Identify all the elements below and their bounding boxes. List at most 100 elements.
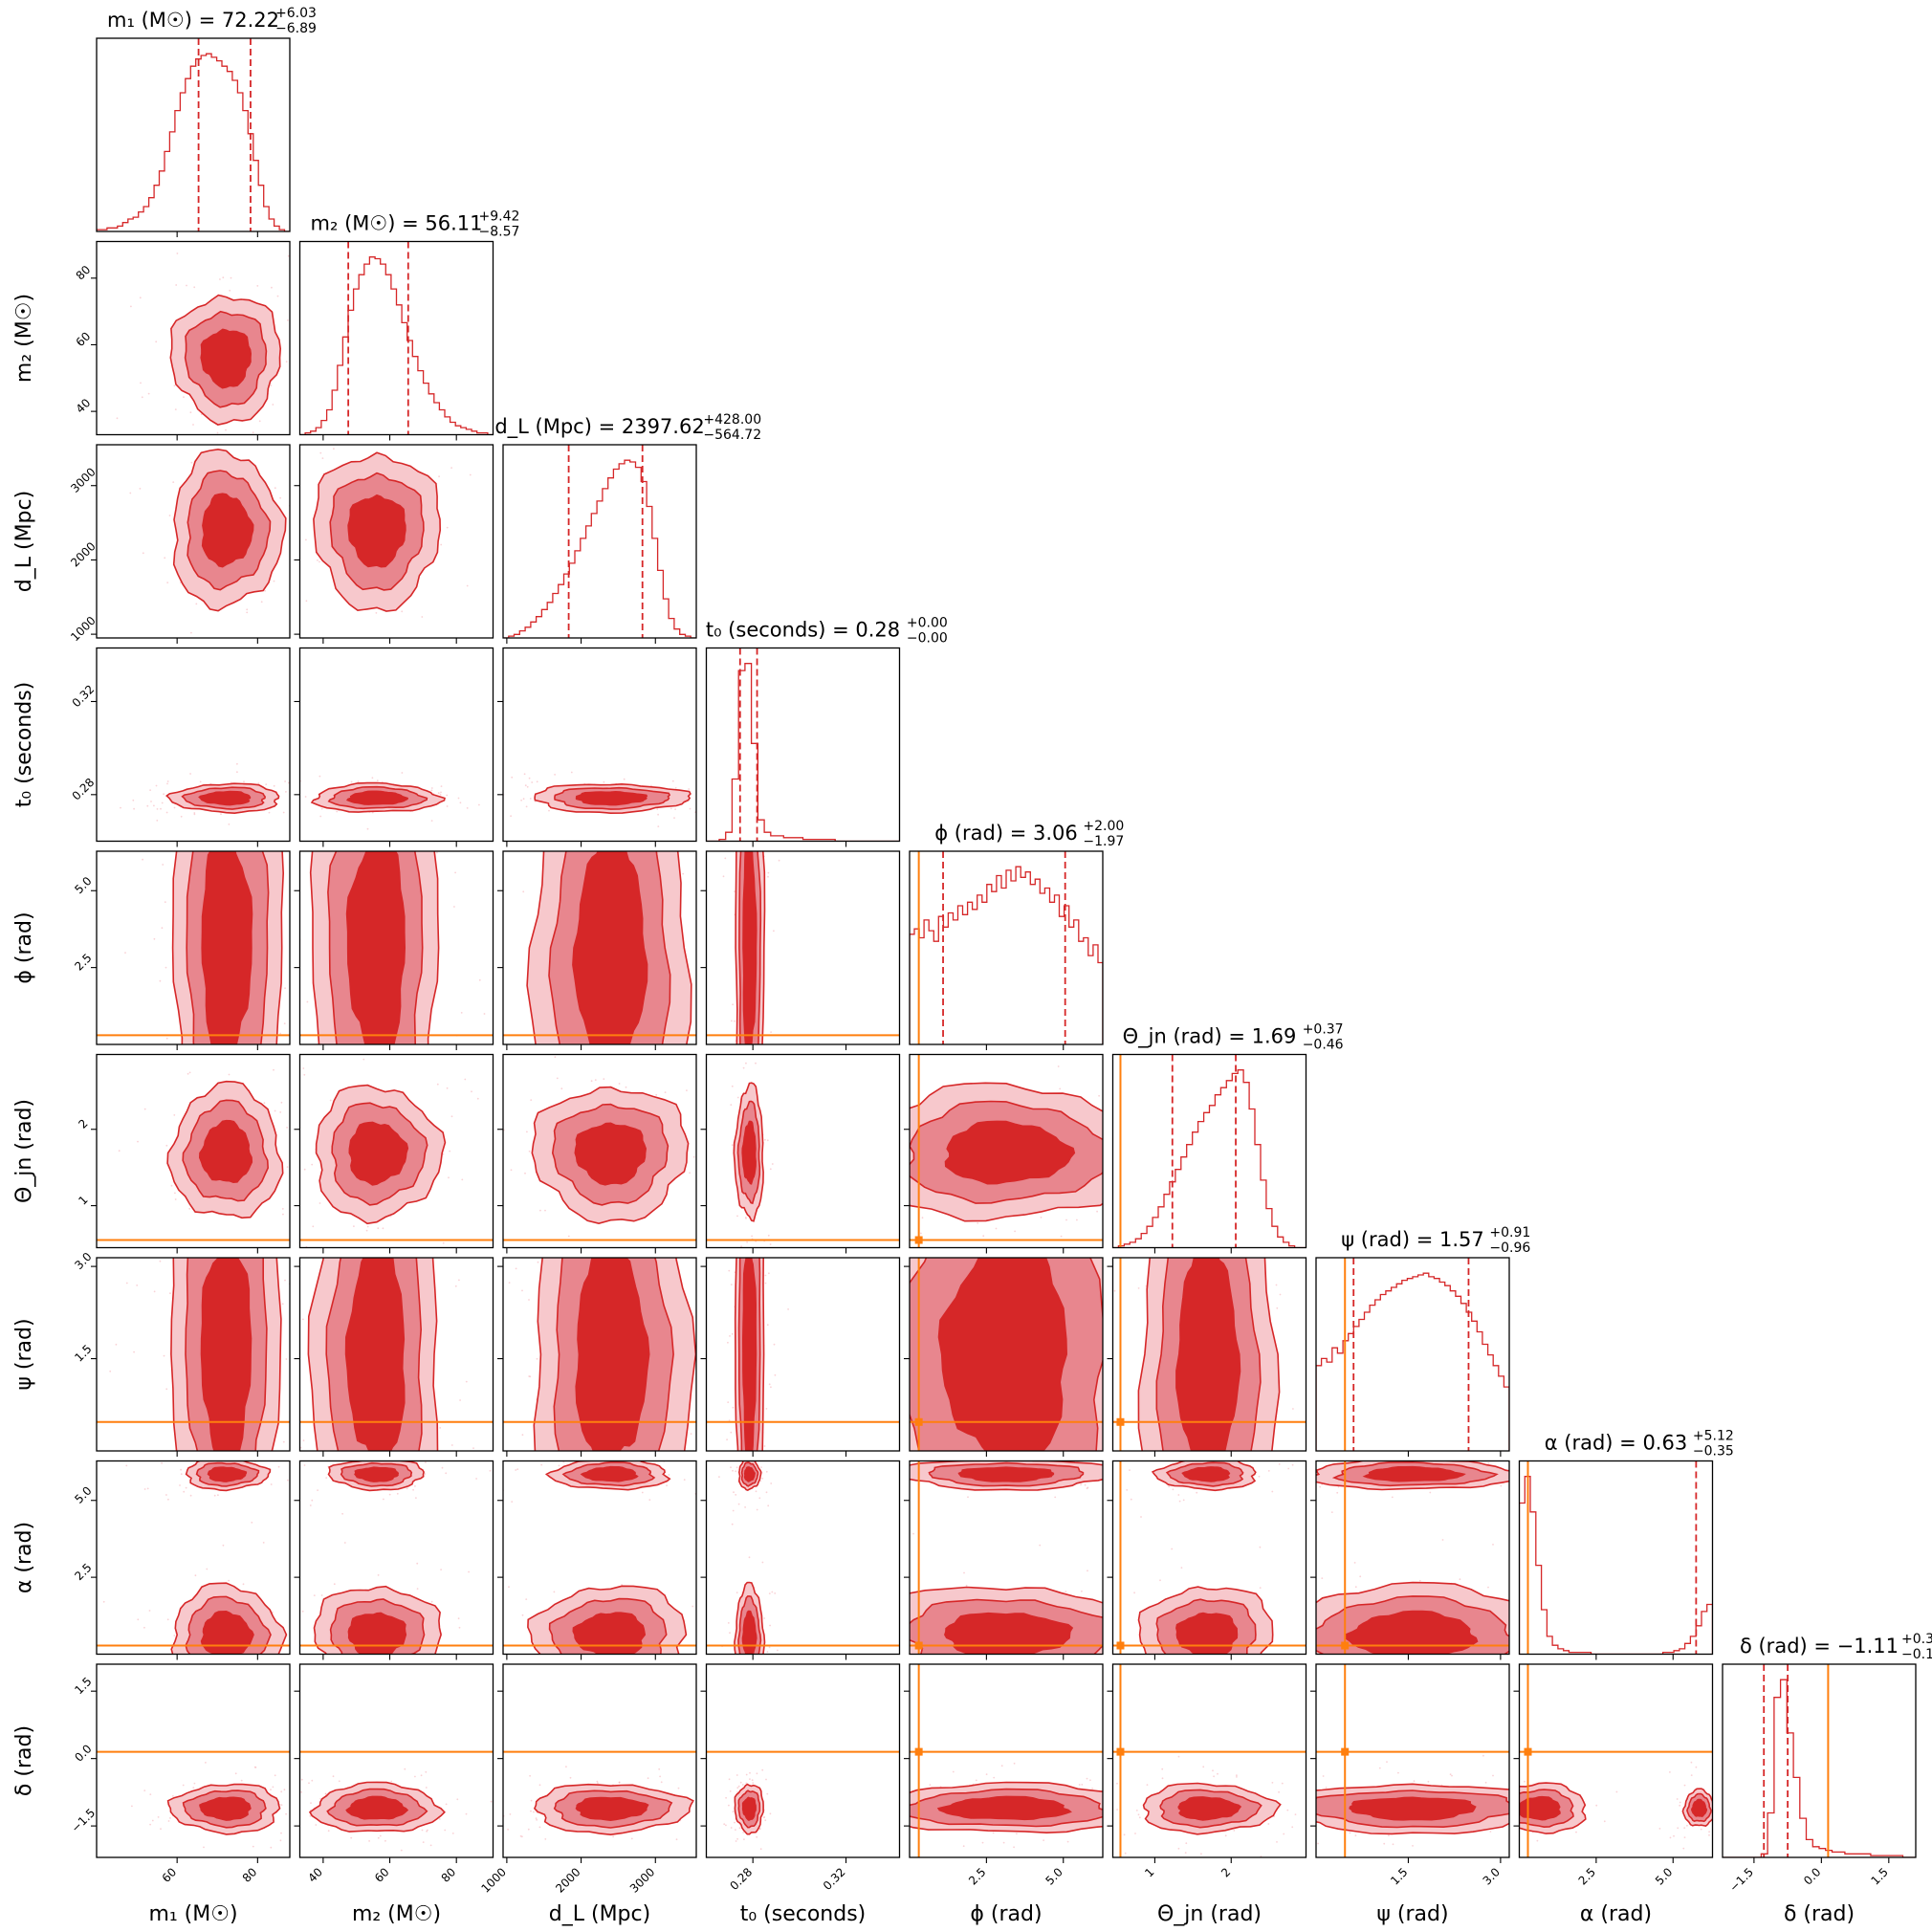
- sample-point: [343, 1542, 346, 1544]
- sample-point: [265, 783, 268, 785]
- x-axis-label-alpha: α (rad): [1580, 1902, 1652, 1926]
- sample-point: [194, 1574, 197, 1577]
- sample-point: [377, 1574, 380, 1576]
- sample-point: [1182, 1499, 1185, 1502]
- sample-point: [692, 1605, 694, 1608]
- sample-point: [729, 1632, 731, 1635]
- sample-point: [1492, 1774, 1494, 1777]
- sample-point: [1236, 1774, 1238, 1777]
- panel-frame: [1518, 1460, 1714, 1656]
- sample-point: [763, 1445, 766, 1447]
- sample-point: [229, 289, 231, 292]
- sample-point: [414, 1485, 416, 1487]
- sample-point: [644, 1659, 646, 1661]
- sample-point: [713, 793, 714, 795]
- panel-psi-vs-theta_jn: [1107, 1257, 1307, 1457]
- sample-point: [174, 1192, 176, 1195]
- sample-point: [421, 616, 424, 618]
- sample-point: [1161, 1777, 1164, 1780]
- sample-point: [205, 1671, 207, 1673]
- sample-point: [220, 813, 222, 816]
- panel-frame: [96, 444, 291, 639]
- sample-point: [308, 1782, 310, 1785]
- sample-point: [400, 1849, 403, 1852]
- sample-point: [728, 1804, 730, 1807]
- sample-point: [324, 1792, 327, 1795]
- sample-point: [465, 1812, 468, 1815]
- sample-point: [132, 799, 135, 801]
- sample-point: [1096, 1210, 1098, 1213]
- sample-point: [404, 1767, 406, 1770]
- sample-point: [730, 1827, 733, 1829]
- sample-point: [430, 787, 433, 789]
- sample-point: [357, 780, 360, 783]
- x-tick-label: 1000: [479, 1865, 509, 1895]
- sample-point: [153, 937, 156, 940]
- sample-point: [294, 1643, 296, 1645]
- contour-level-3: [742, 851, 757, 1044]
- sample-point: [618, 1781, 621, 1784]
- sample-point: [1291, 1826, 1294, 1829]
- sample-point: [1182, 1454, 1184, 1456]
- sample-point: [531, 781, 534, 783]
- sample-point: [273, 580, 275, 582]
- sample-point: [490, 1800, 493, 1803]
- sample-point: [292, 872, 294, 874]
- sample-point: [458, 1279, 460, 1282]
- sample-point: [157, 1816, 160, 1818]
- sample-point: [975, 1779, 977, 1782]
- sample-point: [216, 431, 219, 434]
- panel-frame: [909, 1053, 1104, 1249]
- sample-point: [729, 1335, 731, 1337]
- sample-point: [507, 1828, 509, 1831]
- sample-point: [1474, 1836, 1476, 1838]
- x-axis-label-dL: d_L (Mpc): [549, 1902, 650, 1926]
- sample-point: [1414, 1661, 1416, 1663]
- sample-point: [623, 778, 626, 780]
- sample-point: [508, 1282, 511, 1284]
- title-errors-t0: +0.00 −0.00: [907, 616, 948, 647]
- y-tick-label: 0.0: [72, 1742, 94, 1764]
- sample-point: [985, 1677, 987, 1679]
- sample-point: [612, 1835, 614, 1838]
- sample-point: [165, 811, 168, 814]
- sample-point: [454, 871, 456, 874]
- contour-level-3: [198, 1119, 253, 1184]
- sample-point: [469, 1167, 471, 1169]
- sample-point: [461, 1178, 464, 1181]
- sample-point: [449, 1150, 451, 1153]
- y-tick-label: 0.28: [70, 776, 98, 803]
- sample-point: [724, 857, 727, 860]
- sample-point: [439, 1427, 442, 1429]
- sample-point: [625, 1086, 627, 1088]
- sample-point: [765, 1491, 768, 1494]
- sample-point: [190, 631, 192, 634]
- contour-level-3: [741, 1796, 757, 1821]
- sample-point: [389, 392, 391, 394]
- sample-point: [689, 807, 692, 810]
- panel-frame: [502, 1053, 697, 1249]
- panel-frame: [705, 1663, 901, 1858]
- sample-point: [406, 1487, 408, 1490]
- sample-point: [533, 1811, 535, 1813]
- sample-point: [633, 1459, 635, 1460]
- sample-point: [1066, 1840, 1069, 1843]
- sample-point: [1658, 1828, 1661, 1830]
- sample-point: [281, 1666, 283, 1668]
- sample-point: [664, 1091, 667, 1093]
- sample-point: [475, 1478, 477, 1480]
- sample-point: [755, 1062, 757, 1065]
- panel-theta_jn-vs-m2: [294, 1053, 494, 1254]
- sample-point: [1700, 1828, 1702, 1831]
- sample-point: [280, 1804, 283, 1807]
- sample-point: [1413, 1780, 1416, 1783]
- sample-point: [295, 1330, 296, 1332]
- sample-point: [1259, 1546, 1262, 1548]
- sample-point: [1135, 1810, 1138, 1811]
- y-tick-label: 40: [74, 396, 94, 416]
- sample-point: [285, 791, 287, 793]
- sample-point: [1202, 1766, 1205, 1768]
- sample-point: [142, 858, 144, 861]
- y-tick-label: 5.0: [72, 874, 94, 896]
- sample-point: [1287, 1467, 1290, 1470]
